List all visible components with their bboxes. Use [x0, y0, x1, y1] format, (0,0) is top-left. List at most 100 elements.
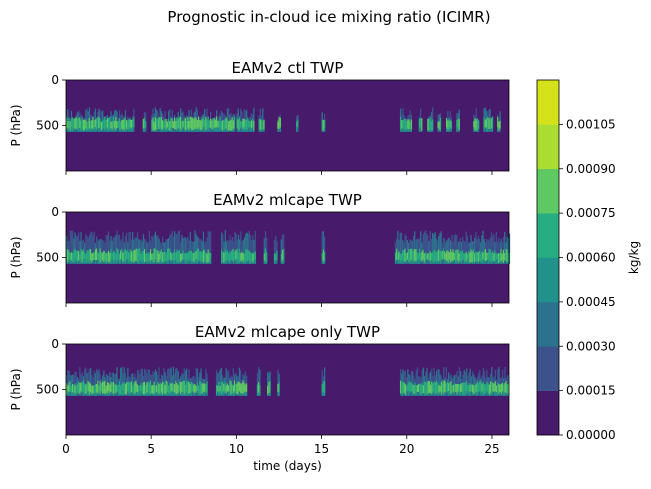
heatmap-cell	[439, 113, 442, 118]
heatmap-cell	[259, 369, 261, 386]
heatmap-cell	[321, 119, 323, 131]
heatmap-cell	[88, 261, 91, 264]
heatmap-cell	[194, 128, 196, 132]
heatmap-cell	[142, 234, 145, 251]
heatmap-cell	[199, 118, 201, 120]
heatmap-cell	[259, 394, 261, 396]
heatmap-cell	[267, 385, 269, 395]
heatmap-cell	[84, 129, 86, 132]
heatmap-cell	[245, 129, 248, 132]
heatmap-cell	[140, 369, 142, 384]
heatmap-cell	[127, 241, 129, 251]
heatmap-cell	[78, 393, 80, 396]
heatmap-cell	[100, 121, 103, 131]
heatmap-cell	[152, 393, 154, 396]
heatmap-cell	[181, 235, 183, 254]
heatmap-cell	[109, 372, 111, 385]
heatmap-cell	[239, 262, 241, 264]
heatmap-cell	[175, 120, 177, 130]
heatmap-cell	[236, 383, 238, 395]
heatmap-cell	[457, 118, 459, 128]
heatmap-cell	[196, 382, 199, 392]
heatmap-cell	[123, 118, 125, 131]
heatmap-cell	[214, 127, 217, 132]
heatmap-cell	[502, 249, 505, 263]
heatmap-cell	[205, 261, 207, 264]
heatmap-cell	[432, 233, 434, 253]
heatmap-cell	[500, 394, 503, 396]
heatmap-cell	[457, 384, 459, 392]
heatmap-cell	[236, 117, 238, 129]
heatmap-cell	[118, 394, 121, 396]
heatmap-cell	[493, 233, 495, 254]
heatmap-cell	[106, 234, 109, 253]
heatmap-cell	[148, 369, 151, 383]
heatmap-cell	[416, 385, 419, 393]
heatmap-cell	[200, 261, 202, 264]
heatmap-cell	[78, 260, 80, 264]
heatmap-cell	[187, 117, 189, 129]
heatmap-cell	[485, 384, 487, 395]
heatmap-cell	[495, 385, 498, 393]
heatmap-cell	[229, 262, 231, 264]
heatmap-cell	[454, 250, 457, 263]
heatmap-cell	[120, 385, 122, 395]
heatmap-cell	[405, 252, 407, 263]
heatmap-cell	[434, 250, 436, 262]
heatmap-cell	[465, 261, 467, 264]
heatmap-cell	[215, 394, 218, 396]
heatmap-cell	[82, 248, 85, 260]
heatmap-cell	[450, 249, 452, 263]
heatmap-cell	[488, 109, 490, 118]
heatmap-cell	[76, 392, 79, 396]
heatmap-cell	[241, 383, 243, 394]
heatmap-cell	[148, 394, 151, 396]
colorbar-segment	[537, 301, 559, 347]
heatmap-cell	[154, 385, 157, 393]
heatmap-cell	[133, 108, 135, 118]
heatmap-cell	[86, 108, 88, 122]
heatmap-cell	[494, 241, 496, 251]
heatmap-cell	[178, 378, 181, 383]
heatmap-cell	[157, 250, 159, 263]
heatmap-cell	[122, 391, 124, 396]
heatmap-cell	[209, 118, 212, 128]
heatmap-cell	[485, 118, 488, 128]
heatmap-cell	[85, 253, 87, 263]
heatmap-cell	[453, 260, 455, 264]
heatmap-cell	[99, 118, 101, 128]
heatmap-cell	[483, 250, 485, 261]
heatmap-cell	[429, 251, 431, 262]
heatmap-cell	[478, 238, 481, 251]
heatmap-cell	[228, 253, 230, 263]
heatmap-cell	[442, 259, 445, 264]
heatmap-cell	[168, 238, 170, 249]
heatmap-cell	[192, 382, 194, 392]
heatmap-cell	[189, 127, 191, 132]
heatmap-cell	[78, 117, 80, 129]
heatmap-cell	[165, 252, 167, 261]
heatmap-cell	[490, 117, 492, 119]
heatmap-cell	[411, 383, 414, 392]
heatmap-cell	[224, 249, 226, 262]
heatmap-cell	[402, 240, 404, 251]
heatmap-cell	[476, 238, 478, 253]
heatmap-cell	[455, 392, 457, 396]
heatmap-cell	[98, 240, 100, 254]
heatmap-cell	[166, 118, 169, 122]
heatmap-cell	[169, 259, 171, 264]
heatmap-cell	[183, 115, 185, 120]
heatmap-cell	[253, 120, 255, 131]
heatmap-cell	[140, 260, 142, 264]
heatmap-cell	[178, 382, 181, 392]
heatmap-cell	[483, 383, 486, 393]
heatmap-cell	[126, 377, 128, 383]
heatmap-cell	[103, 119, 105, 129]
heatmap-cell	[172, 236, 175, 253]
heatmap-cell	[223, 252, 225, 263]
heatmap-cell	[174, 249, 176, 262]
y-axis-label: P (hPa)	[9, 236, 23, 278]
heatmap-cell	[435, 394, 438, 396]
heatmap-cell	[433, 367, 435, 382]
heatmap-cell	[84, 368, 86, 384]
